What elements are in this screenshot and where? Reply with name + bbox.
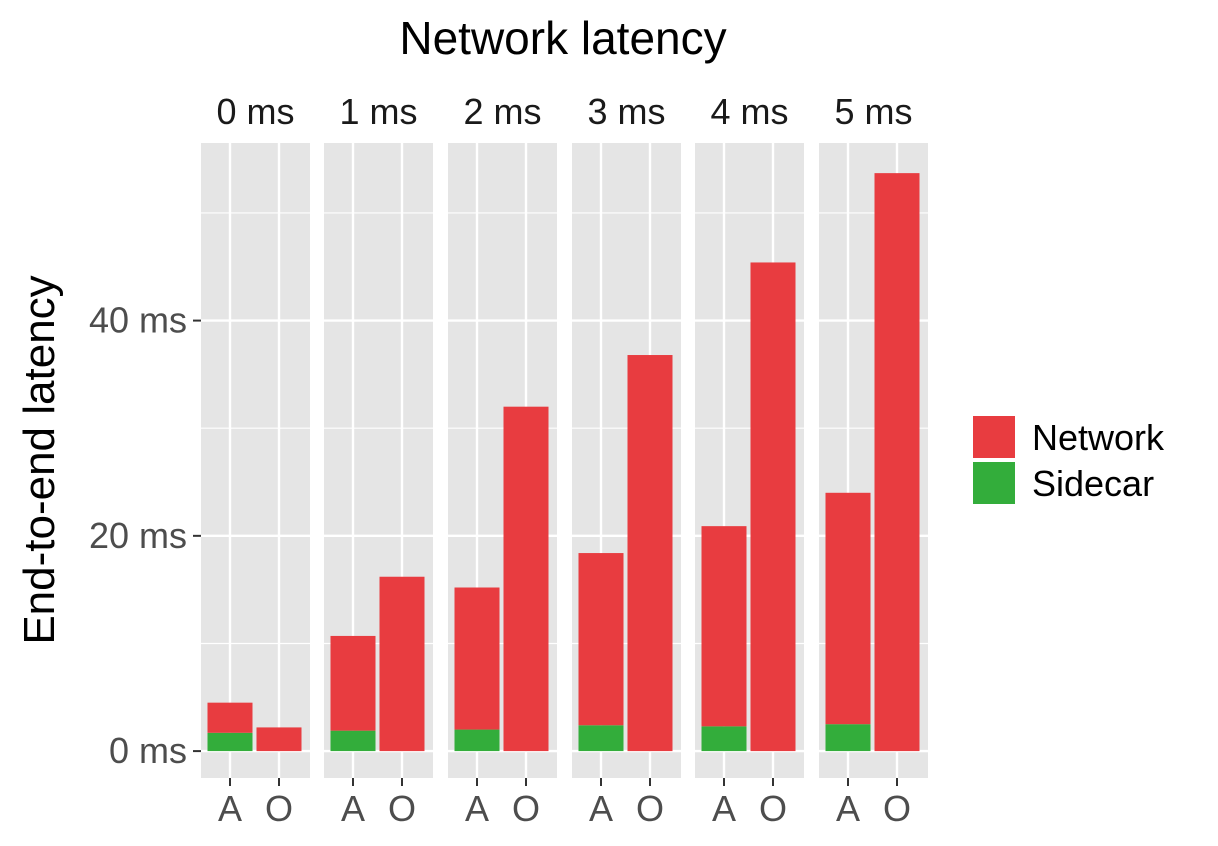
facet-strip-label: 3 ms xyxy=(587,91,665,132)
bar-sidecar-a xyxy=(578,725,624,752)
x-tick-label: A xyxy=(341,788,365,829)
bar-network-o xyxy=(874,173,920,752)
bar-network-a xyxy=(330,635,376,731)
x-tick-label: A xyxy=(589,788,613,829)
bar-network-a xyxy=(701,526,747,727)
x-tick-label: A xyxy=(465,788,489,829)
facet-strip-label: 2 ms xyxy=(463,91,541,132)
y-tick-label: 20 ms xyxy=(89,515,187,556)
facet-panel xyxy=(201,143,310,778)
facet-strip-label: 1 ms xyxy=(339,91,417,132)
y-tick-label: 40 ms xyxy=(89,300,187,341)
facet-panels xyxy=(201,143,928,778)
bar-sidecar-a xyxy=(207,732,253,752)
bar-network-o xyxy=(503,406,549,752)
legend-swatch xyxy=(973,462,1015,504)
bar-network-a xyxy=(578,553,624,726)
bar-network-o xyxy=(627,355,673,752)
bar-sidecar-a xyxy=(330,730,376,752)
legend: Network Sidecar xyxy=(971,414,1165,506)
facet-strip-label: 4 ms xyxy=(710,91,788,132)
bar-network-o xyxy=(379,576,425,752)
legend-label: Network xyxy=(1032,417,1165,458)
facet-strip-labels: 0 ms 1 ms 2 ms 3 ms 4 ms 5 ms xyxy=(216,91,912,132)
bar-sidecar-a xyxy=(701,726,747,752)
chart-title: Network latency xyxy=(399,12,726,64)
x-tick-label: O xyxy=(759,788,787,829)
x-tick-label: O xyxy=(883,788,911,829)
y-axis: 0 ms 20 ms 40 ms xyxy=(89,300,201,771)
y-tick-label: 0 ms xyxy=(109,730,187,771)
bars xyxy=(207,173,920,752)
x-tick-label: A xyxy=(218,788,242,829)
bar-network-o xyxy=(256,727,302,752)
bar-sidecar-a xyxy=(454,729,500,752)
facet-strip-label: 0 ms xyxy=(216,91,294,132)
x-tick-label: A xyxy=(712,788,736,829)
x-tick-label: O xyxy=(388,788,416,829)
bar-network-a xyxy=(454,587,500,730)
y-axis-title: End-to-end latency xyxy=(15,275,64,644)
bar-network-a xyxy=(825,492,871,725)
x-tick-label: O xyxy=(636,788,664,829)
x-tick-label: O xyxy=(512,788,540,829)
bar-network-o xyxy=(750,262,796,752)
x-tick-label: O xyxy=(265,788,293,829)
x-tick-label: A xyxy=(836,788,860,829)
legend-label: Sidecar xyxy=(1032,463,1154,504)
legend-swatch xyxy=(973,416,1015,458)
facet-strip-label: 5 ms xyxy=(834,91,912,132)
bar-sidecar-a xyxy=(825,724,871,752)
bar-network-a xyxy=(207,702,253,733)
